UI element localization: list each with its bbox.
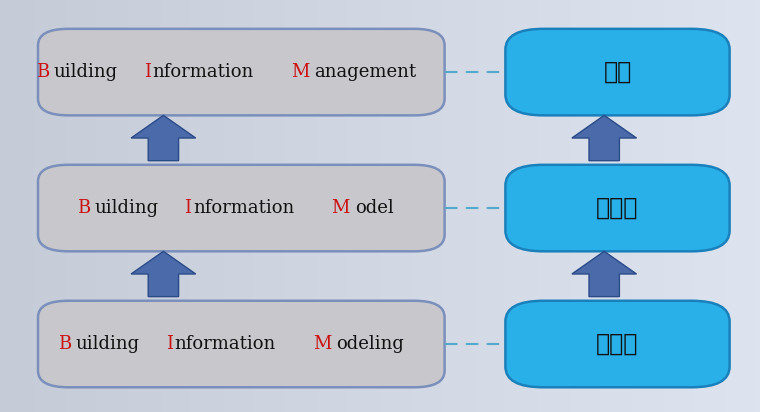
Polygon shape <box>572 115 637 161</box>
Text: M: M <box>291 63 309 81</box>
Text: odeling: odeling <box>337 335 404 353</box>
Text: I: I <box>166 335 173 353</box>
FancyBboxPatch shape <box>38 165 445 251</box>
Text: anagement: anagement <box>315 63 416 81</box>
Text: nformation: nformation <box>175 335 276 353</box>
Text: M: M <box>313 335 331 353</box>
Text: 业主: 业主 <box>603 60 632 84</box>
Polygon shape <box>131 115 196 161</box>
Text: B: B <box>78 199 90 217</box>
Text: I: I <box>185 199 192 217</box>
Polygon shape <box>572 251 637 297</box>
Polygon shape <box>131 251 196 297</box>
Text: 施工方: 施工方 <box>597 196 638 220</box>
Text: B: B <box>59 335 71 353</box>
Text: nformation: nformation <box>153 63 254 81</box>
Text: M: M <box>331 199 350 217</box>
FancyBboxPatch shape <box>38 29 445 115</box>
FancyBboxPatch shape <box>505 29 730 115</box>
FancyBboxPatch shape <box>505 301 730 387</box>
Text: uilding: uilding <box>53 63 118 81</box>
Text: 设计方: 设计方 <box>597 332 638 356</box>
Text: odel: odel <box>356 199 394 217</box>
Text: nformation: nformation <box>194 199 295 217</box>
Text: B: B <box>36 63 49 81</box>
FancyBboxPatch shape <box>505 165 730 251</box>
FancyBboxPatch shape <box>38 301 445 387</box>
Text: I: I <box>144 63 150 81</box>
Text: uilding: uilding <box>75 335 140 353</box>
Text: uilding: uilding <box>94 199 159 217</box>
